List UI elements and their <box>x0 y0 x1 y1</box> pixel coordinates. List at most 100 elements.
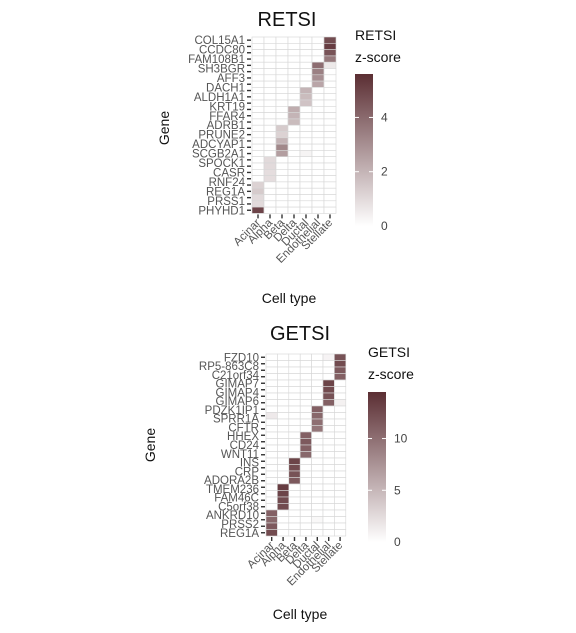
heatmap-cell <box>276 75 288 81</box>
heatmap-cell <box>300 182 312 188</box>
heatmap-cell <box>312 43 324 49</box>
y-tick-label: REG1A <box>220 528 259 540</box>
heatmap-cell <box>276 43 288 49</box>
heatmap-cell <box>266 530 277 537</box>
heatmap-cell <box>266 497 277 504</box>
getsi-x-ticks: AcinarAlphaBetaDeltaDuctalEndothelialSte… <box>245 537 345 588</box>
legend-tick-label: 0 <box>381 219 388 233</box>
heatmap-cell <box>252 75 264 81</box>
heatmap-cell <box>277 517 288 524</box>
getsi-panel: GETSI Gene Cell type FZD10RP5-863C8C21or… <box>142 323 414 622</box>
heatmap-cell <box>300 81 312 87</box>
heatmap-cell <box>324 56 336 62</box>
heatmap-cell <box>276 144 288 150</box>
heatmap-cell <box>289 426 300 433</box>
heatmap-cell <box>264 50 276 56</box>
heatmap-cell <box>264 75 276 81</box>
heatmap-cell <box>312 517 323 524</box>
heatmap-cell <box>277 491 288 498</box>
heatmap-cell <box>289 510 300 517</box>
heatmap-cell <box>324 157 336 163</box>
heatmap-cell <box>334 354 345 361</box>
heatmap-cell <box>276 113 288 119</box>
heatmap-cell <box>277 374 288 381</box>
heatmap-cell <box>300 106 312 112</box>
heatmap-cell <box>300 113 312 119</box>
heatmap-cell <box>300 207 312 213</box>
heatmap-cell <box>312 188 324 194</box>
heatmap-cell <box>264 81 276 87</box>
heatmap-cell <box>312 439 323 446</box>
heatmap-cell <box>334 413 345 420</box>
getsi-y-ticks: FZD10RP5-863C8C21orf34GIMAP7GIMAP4GIMAP6… <box>199 352 265 540</box>
heatmap-cell <box>312 393 323 400</box>
heatmap-cell <box>300 361 311 368</box>
heatmap-cell <box>288 201 300 207</box>
heatmap-cell <box>289 393 300 400</box>
heatmap-cell <box>324 113 336 119</box>
heatmap-cell <box>277 458 288 465</box>
heatmap-cell <box>276 157 288 163</box>
heatmap-cell <box>266 406 277 413</box>
heatmap-cell <box>276 119 288 125</box>
heatmap-cell <box>300 176 312 182</box>
heatmap-cell <box>312 62 324 68</box>
heatmap-cell <box>252 176 264 182</box>
heatmap-cell <box>312 471 323 478</box>
heatmap-cell <box>300 157 312 163</box>
heatmap-cell <box>277 426 288 433</box>
heatmap-cell <box>277 387 288 394</box>
heatmap-cell <box>289 458 300 465</box>
heatmap-cell <box>300 465 311 472</box>
heatmap-cell <box>252 132 264 138</box>
heatmap-cell <box>289 361 300 368</box>
heatmap-cell <box>289 471 300 478</box>
heatmap-cell <box>323 413 334 420</box>
heatmap-cell <box>312 465 323 472</box>
heatmap-cell <box>312 182 324 188</box>
heatmap-cell <box>312 458 323 465</box>
heatmap-cell <box>323 387 334 394</box>
heatmap-cell <box>324 163 336 169</box>
heatmap-cell <box>288 94 300 100</box>
heatmap-cell <box>276 207 288 213</box>
heatmap-cell <box>300 169 312 175</box>
heatmap-cell <box>252 106 264 112</box>
heatmap-cell <box>264 201 276 207</box>
retsi-y-axis-title: Gene <box>156 111 172 145</box>
heatmap-cell <box>323 445 334 452</box>
heatmap-cell <box>312 413 323 420</box>
heatmap-cell <box>252 100 264 106</box>
heatmap-cell <box>324 195 336 201</box>
heatmap-cell <box>300 94 312 100</box>
heatmap-cell <box>323 393 334 400</box>
heatmap-cell <box>300 380 311 387</box>
heatmap-cell <box>264 176 276 182</box>
heatmap-cell <box>300 419 311 426</box>
heatmap-cell <box>289 484 300 491</box>
heatmap-cell <box>288 163 300 169</box>
heatmap-cell <box>323 523 334 530</box>
heatmap-cell <box>252 188 264 194</box>
heatmap-cell <box>323 517 334 524</box>
heatmap-cell <box>300 387 311 394</box>
heatmap-cell <box>324 81 336 87</box>
heatmap-cell <box>300 530 311 537</box>
legend-tick-label: 5 <box>394 483 401 497</box>
heatmap-cell <box>300 497 311 504</box>
y-tick-label: PHYHD1 <box>198 205 245 217</box>
heatmap-cell <box>266 484 277 491</box>
heatmap-cell <box>312 361 323 368</box>
heatmap-cell <box>312 491 323 498</box>
heatmap-cell <box>324 138 336 144</box>
heatmap-cell <box>312 157 324 163</box>
heatmap-cell <box>252 87 264 93</box>
heatmap-cell <box>312 150 324 156</box>
heatmap-cell <box>277 497 288 504</box>
retsi-title: RETSI <box>258 9 317 31</box>
heatmap-cell <box>300 393 311 400</box>
heatmap-cell <box>300 491 311 498</box>
heatmap-cell <box>276 100 288 106</box>
heatmap-cell <box>277 510 288 517</box>
heatmap-cell <box>312 452 323 459</box>
